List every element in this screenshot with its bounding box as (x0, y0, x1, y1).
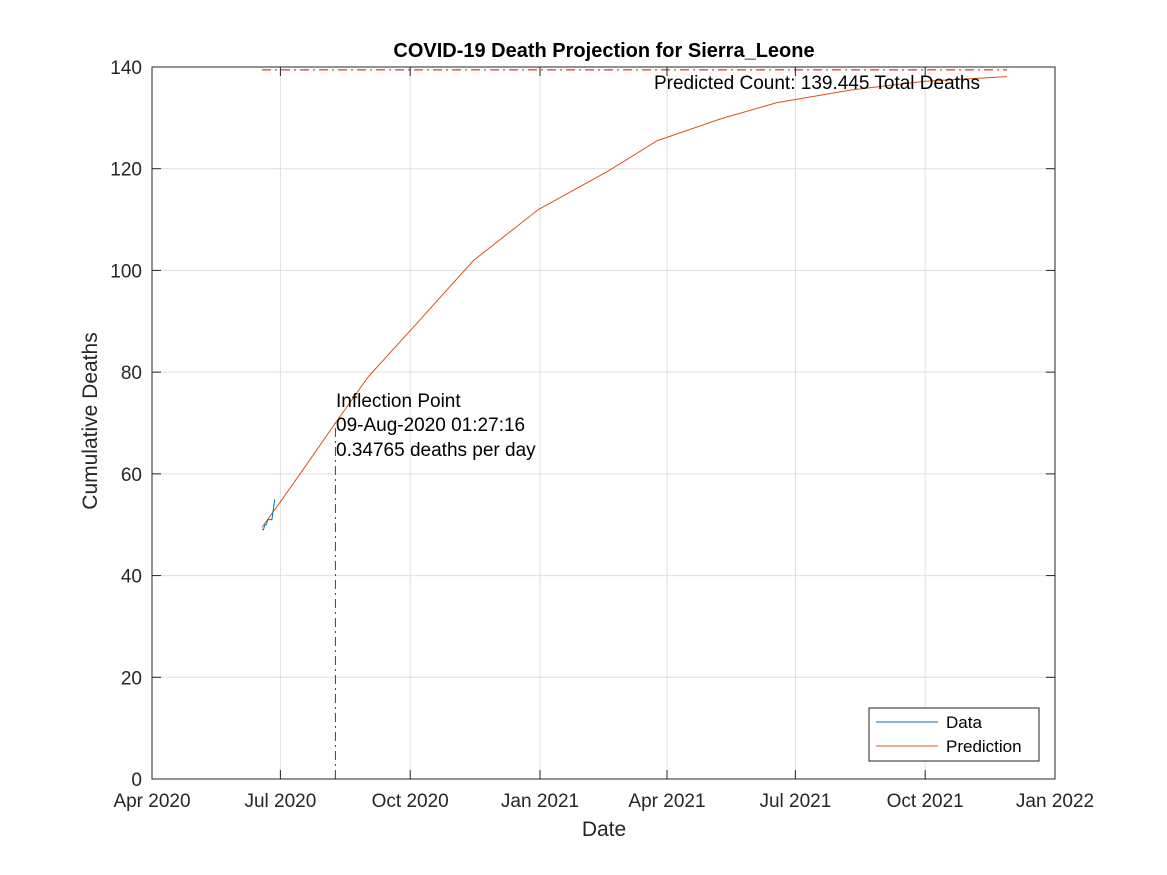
x-tick-label: Jan 2021 (501, 791, 579, 812)
prediction-series-line (261, 76, 1008, 528)
y-tick-label: 20 (121, 668, 142, 689)
y-tick-label: 120 (110, 160, 142, 181)
x-tick-label: Oct 2020 (372, 791, 449, 812)
legend: Data Prediction (868, 707, 1040, 762)
x-tick-label: Jul 2021 (759, 791, 831, 812)
tick-labels: Apr 2020 Jul 2020 Oct 2020 Jan 2021 Apr 2021… (110, 58, 1094, 812)
data-series-line (262, 499, 276, 531)
y-axis-label: Cumulative Deaths (79, 332, 102, 509)
plot-area (152, 67, 1055, 779)
y-tick-label: 40 (121, 567, 142, 588)
x-axis-label: Date (582, 818, 626, 841)
chart-title: COVID-19 Death Projection for Sierra_Leo… (393, 40, 814, 62)
y-tick-label: 80 (121, 363, 142, 384)
x-tick-label: Jul 2020 (244, 791, 316, 812)
legend-prediction-label: Prediction (946, 737, 1022, 756)
x-tick-label: Oct 2021 (887, 791, 964, 812)
ticks (151, 66, 1056, 780)
y-tick-label: 100 (110, 261, 142, 282)
inflection-label: Inflection Point (336, 391, 461, 412)
x-tick-label: Jan 2022 (1016, 791, 1094, 812)
plot-frame (151, 66, 1056, 780)
y-tick-label: 140 (110, 58, 142, 79)
y-tick-label: 60 (121, 465, 142, 486)
x-tick-label: Apr 2021 (628, 791, 705, 812)
series-lines (261, 76, 1008, 531)
reference-lines (262, 69, 1008, 779)
legend-data-label: Data (946, 713, 982, 732)
predicted-count-label: Predicted Count: 139.445 Total Deaths (654, 73, 980, 94)
inflection-rate: 0.34765 deaths per day (336, 440, 536, 461)
y-tick-label: 0 (131, 770, 142, 791)
inflection-date: 09-Aug-2020 01:27:16 (336, 415, 525, 436)
x-tick-label: Apr 2020 (113, 791, 190, 812)
legend-box (868, 707, 1040, 762)
